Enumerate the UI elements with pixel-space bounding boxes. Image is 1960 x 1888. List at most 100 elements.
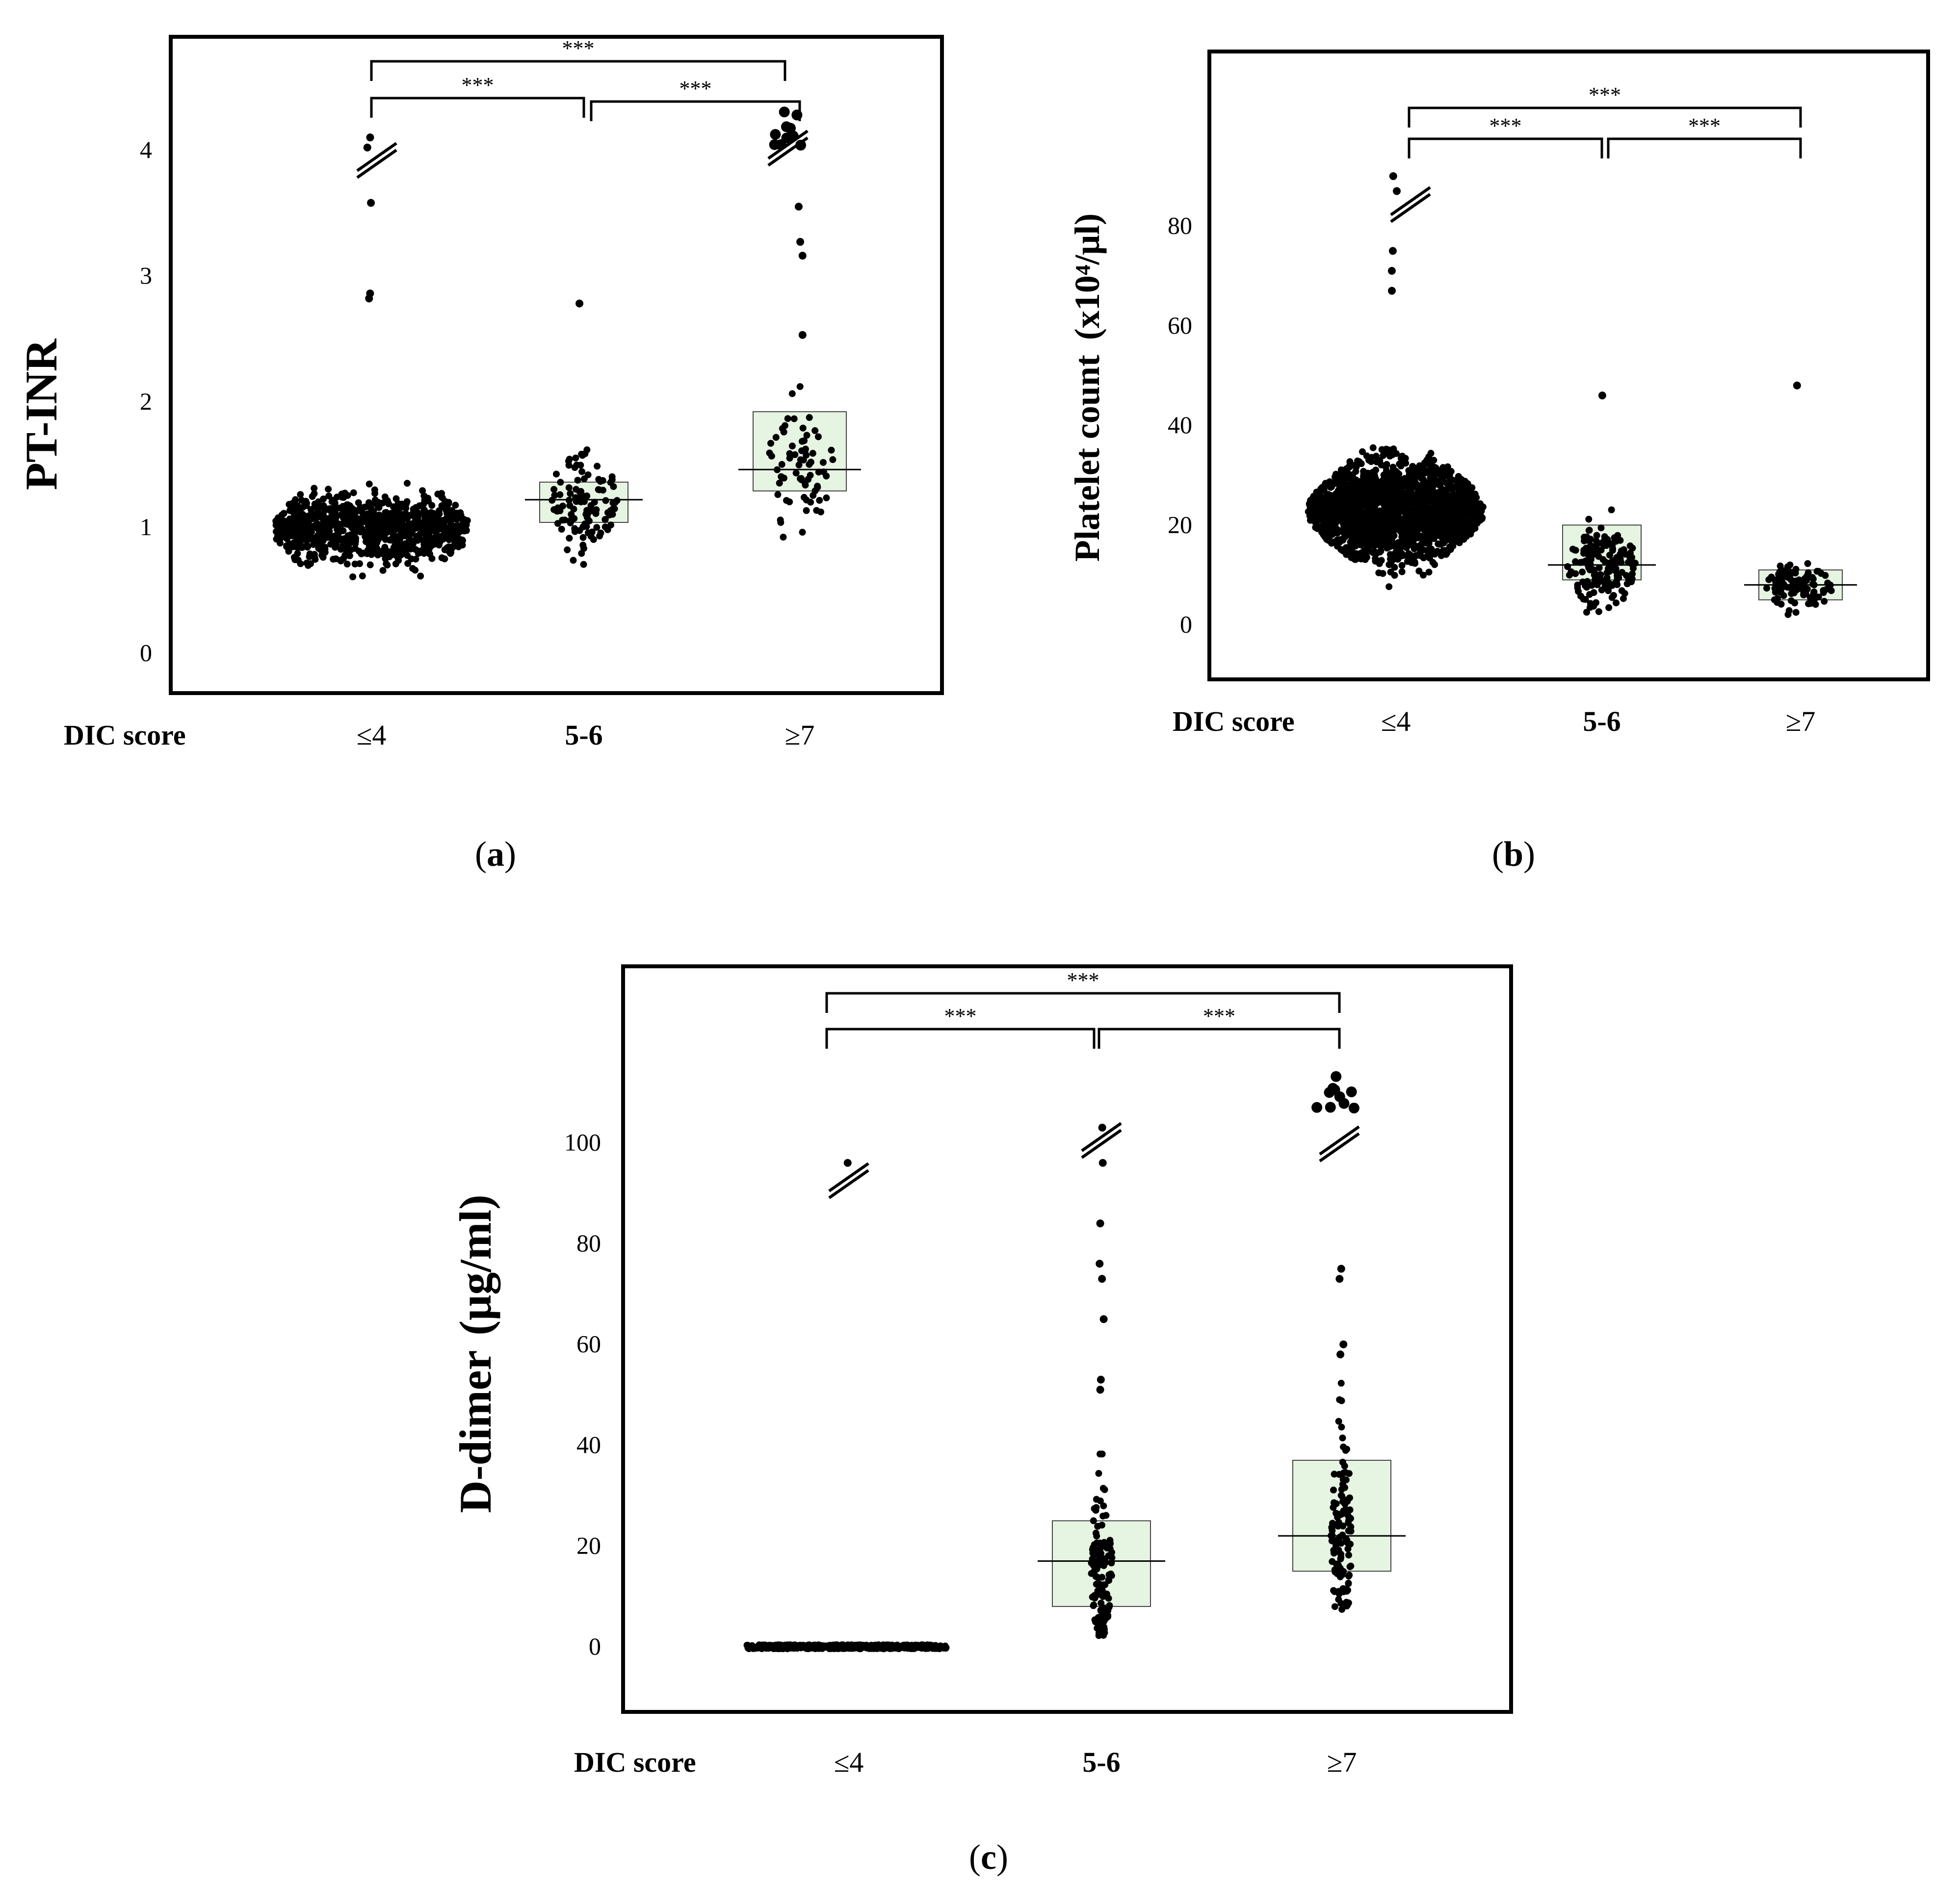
data-point [1370, 506, 1377, 514]
y-axis-label: PT-INR [16, 338, 66, 490]
data-point [774, 491, 782, 498]
data-point [394, 500, 402, 507]
data-point [1440, 539, 1447, 546]
data-point [803, 432, 810, 439]
data-point [780, 474, 787, 482]
y-tick-label: 2 [140, 388, 152, 415]
data-point [1330, 499, 1337, 507]
data-point [1368, 454, 1375, 461]
data-point [862, 1642, 869, 1650]
data-point [298, 496, 305, 504]
data-point [1359, 448, 1366, 455]
category-label: 5-6 [565, 719, 602, 751]
data-point [281, 532, 288, 539]
data-point [1458, 477, 1465, 484]
data-point [607, 521, 615, 529]
data-point [305, 531, 312, 539]
data-point [558, 525, 565, 533]
data-point [1338, 513, 1345, 520]
data-point [398, 519, 406, 527]
data-point [1477, 505, 1484, 513]
data-point [812, 1643, 820, 1650]
data-point [290, 554, 298, 561]
data-point [1574, 588, 1582, 595]
data-point [1321, 497, 1328, 505]
data-point [1608, 594, 1616, 601]
data-point [1101, 1626, 1108, 1633]
data-point [597, 529, 604, 537]
data-point [602, 497, 609, 504]
significance-label: *** [1688, 114, 1721, 138]
data-point [386, 536, 393, 543]
data-point [1614, 557, 1621, 565]
data-point [556, 507, 564, 515]
data-point [409, 565, 417, 572]
data-point [1096, 1580, 1103, 1588]
data-point [1595, 608, 1602, 615]
outlier-point [363, 143, 371, 152]
data-point [1088, 1570, 1095, 1577]
data-point [427, 543, 435, 550]
axis-break-mark [1319, 1132, 1360, 1163]
data-point [1341, 486, 1349, 493]
data-point [404, 560, 412, 567]
data-point [829, 456, 836, 464]
category-label: ≥7 [785, 719, 815, 751]
data-point [445, 499, 452, 506]
outlier-point [1339, 1340, 1348, 1348]
data-point [583, 507, 591, 514]
significance-label: *** [1490, 114, 1522, 138]
data-point [1325, 531, 1333, 539]
data-point [1343, 1446, 1351, 1453]
panel-label-close: ) [504, 834, 516, 874]
data-point [1379, 570, 1386, 577]
data-point [1415, 568, 1423, 575]
data-point [311, 485, 318, 492]
data-point [312, 556, 319, 563]
panel-label-letter: c [981, 1837, 996, 1877]
data-point [1571, 546, 1578, 554]
data-point [1345, 1573, 1353, 1580]
data-point [828, 446, 835, 454]
data-point [1419, 571, 1427, 579]
data-point [1360, 478, 1367, 486]
data-point [777, 517, 784, 524]
panel-label-letter: a [487, 834, 504, 874]
data-point [1414, 519, 1422, 526]
data-point [1098, 1450, 1106, 1458]
data-point [1324, 509, 1331, 516]
data-point [1784, 566, 1792, 573]
data-point [297, 528, 304, 536]
data-point [1450, 499, 1458, 507]
data-point [566, 456, 573, 463]
data-point [1585, 516, 1593, 523]
data-point [1336, 1565, 1344, 1572]
data-point [1582, 557, 1589, 565]
data-point [1317, 485, 1325, 492]
data-point [1348, 541, 1355, 548]
data-point [1360, 533, 1368, 540]
data-point [1787, 576, 1795, 583]
data-point [383, 521, 391, 528]
data-point [1331, 1550, 1338, 1557]
data-point [798, 438, 806, 445]
data-point [1098, 1574, 1106, 1581]
data-point [1458, 524, 1465, 531]
data-point [1368, 532, 1376, 539]
data-point [1592, 579, 1599, 586]
data-point [1320, 529, 1327, 537]
data-point [1425, 529, 1432, 536]
data-point [819, 459, 827, 466]
data-point [1440, 473, 1448, 480]
significance-label: *** [1589, 83, 1621, 107]
data-point [609, 499, 617, 507]
data-point [1397, 517, 1404, 524]
data-point [1435, 491, 1442, 498]
data-point [570, 557, 577, 564]
data-point [1342, 1476, 1350, 1483]
data-point [590, 536, 597, 543]
data-point [1348, 498, 1355, 506]
data-point [438, 502, 445, 509]
data-point [809, 450, 816, 457]
data-point [1473, 494, 1480, 501]
